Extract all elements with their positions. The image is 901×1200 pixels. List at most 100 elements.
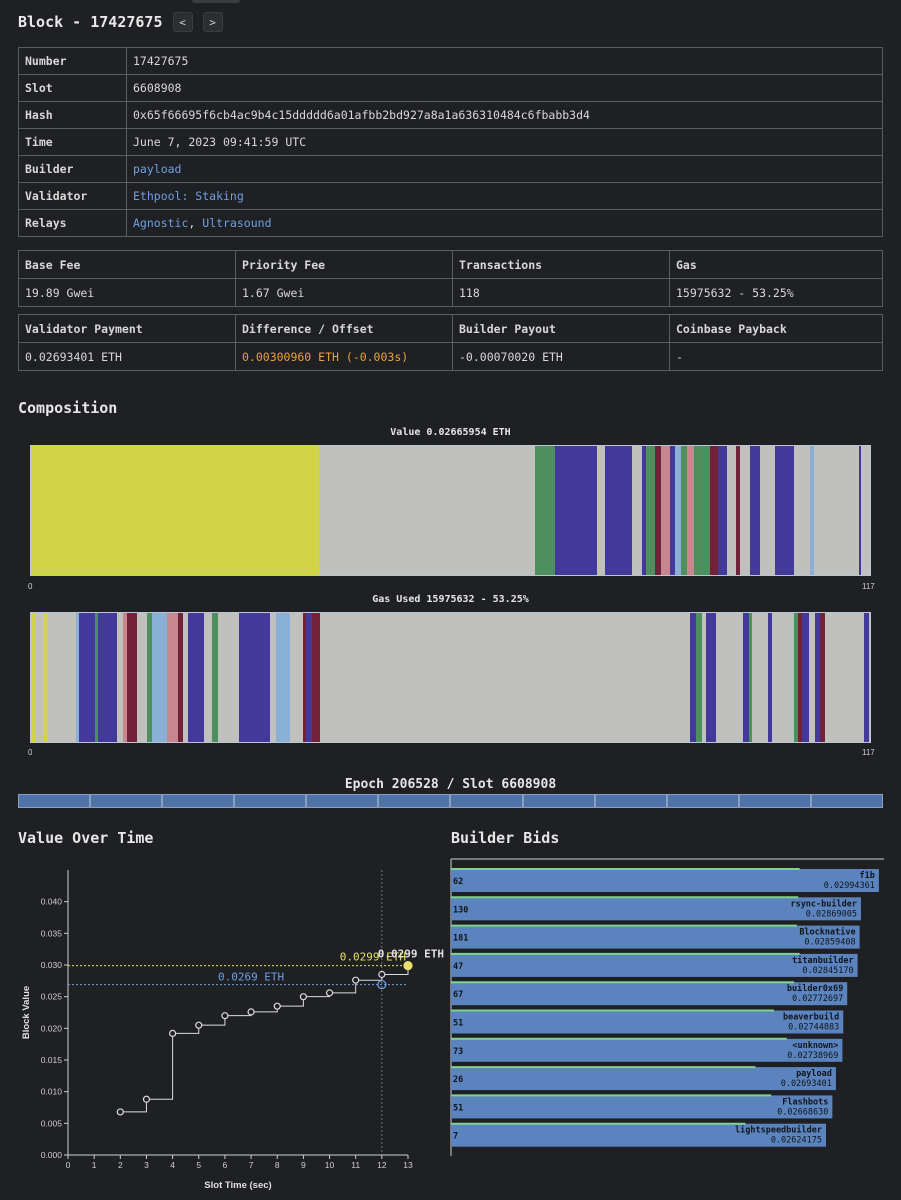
y-tick-label: 0.040 xyxy=(41,897,63,907)
bid-count-label: 130 xyxy=(453,905,468,915)
detail-label: Number xyxy=(18,47,127,75)
gas-axis-end: 117 xyxy=(862,748,875,757)
epoch-slot-segment[interactable] xyxy=(234,794,307,808)
composition-strip xyxy=(655,445,661,576)
composition-strip xyxy=(224,612,239,743)
value-point xyxy=(299,993,307,1001)
epoch-slot-segment[interactable] xyxy=(306,794,379,808)
detail-label: Hash xyxy=(18,101,127,129)
fee-header: Priority Fee xyxy=(235,250,453,279)
epoch-slot-segment[interactable] xyxy=(738,794,811,808)
composition-strip xyxy=(740,445,750,576)
composition-strip xyxy=(632,445,642,576)
composition-strip xyxy=(320,612,690,743)
bid-builder-name: <unknown> xyxy=(792,1041,838,1051)
epoch-slot-segment[interactable] xyxy=(90,794,163,808)
payment-value: 0.02693401 ETH xyxy=(18,342,236,371)
x-tick-label: 2 xyxy=(118,1160,123,1170)
builder-link[interactable]: payload xyxy=(133,162,182,176)
composition-strip xyxy=(95,612,98,743)
composition-strip xyxy=(814,445,859,576)
composition-strip xyxy=(276,612,290,743)
composition-strip xyxy=(306,612,312,743)
validator-link[interactable]: Ethpool: Staking xyxy=(133,189,244,203)
epoch-slot-segment[interactable] xyxy=(378,794,451,808)
composition-strip xyxy=(815,612,820,743)
gas-composition-bar xyxy=(30,612,871,743)
epoch-slot-segment[interactable] xyxy=(594,794,667,808)
value-axis-end: 117 xyxy=(862,582,875,591)
next-block-button[interactable]: > xyxy=(202,12,223,32)
difference-offset-value: 0.00300960 ETH (-0.003s) xyxy=(235,342,453,371)
composition-strip xyxy=(670,445,675,576)
fee-value: 118 xyxy=(452,278,670,307)
bid-builder-name: beaverbuild xyxy=(783,1012,839,1023)
relay-link-ultrasound[interactable]: Ultrasound xyxy=(202,216,272,230)
value-point xyxy=(403,961,413,971)
bid-bar xyxy=(451,1067,836,1091)
composition-strip xyxy=(137,612,147,743)
composition-strip xyxy=(718,445,727,576)
composition-strip xyxy=(270,612,276,743)
bid-bar xyxy=(451,1038,843,1062)
composition-strip xyxy=(319,445,535,576)
top-tab-stub xyxy=(192,0,240,3)
bid-builder-name: Blocknative xyxy=(799,927,855,938)
bid-value-label: 0.02744883 xyxy=(788,1023,839,1033)
epoch-slot-segment[interactable] xyxy=(450,794,523,808)
epoch-slot-segment[interactable] xyxy=(666,794,739,808)
bid-count-label: 51 xyxy=(453,1103,463,1113)
detail-row-slot: Slot 6608908 xyxy=(18,74,883,102)
value-point xyxy=(169,1029,177,1037)
epoch-slot-segment[interactable] xyxy=(162,794,235,808)
detail-label: Slot xyxy=(18,74,127,102)
bid-value-label: 0.02994361 xyxy=(824,881,875,891)
composition-strip xyxy=(597,445,605,576)
bid-count-label: 73 xyxy=(453,1047,463,1057)
bid-builder-name: titanbuilder xyxy=(792,955,853,966)
composition-strip xyxy=(736,445,740,576)
prev-block-button[interactable]: < xyxy=(172,12,193,32)
value-point xyxy=(273,1002,281,1010)
x-tick-label: 9 xyxy=(301,1160,306,1170)
bid-count-label: 181 xyxy=(453,934,468,944)
composition-strip xyxy=(188,612,204,743)
relay-separator: , xyxy=(188,216,196,230)
max-value-label-overlay: 0.0299 ETH xyxy=(378,948,444,961)
epoch-slot-segment[interactable] xyxy=(18,794,91,808)
payment-header: Validator Payment xyxy=(18,314,236,343)
epoch-slot-segment[interactable] xyxy=(810,794,883,808)
bid-value-label: 0.02859408 xyxy=(804,938,855,948)
composition-strip xyxy=(127,612,137,743)
x-tick-label: 0 xyxy=(66,1160,71,1170)
composition-strip xyxy=(760,445,775,576)
detail-row-builder: Builder payload xyxy=(18,155,883,183)
composition-strip xyxy=(43,612,48,743)
detail-row-hash: Hash 0x65f66695f6cb4ac9b4c15ddddd6a01afbb… xyxy=(18,101,883,129)
composition-border xyxy=(30,612,871,743)
composition-strip xyxy=(864,612,869,743)
y-tick-label: 0.025 xyxy=(41,992,63,1002)
composition-strip xyxy=(687,445,694,576)
bid-bar xyxy=(451,982,848,1006)
composition-strip xyxy=(178,612,183,743)
composition-strip xyxy=(690,612,696,743)
relay-link-agnostic[interactable]: Agnostic xyxy=(133,216,189,230)
value-point xyxy=(352,976,360,984)
payload-point xyxy=(377,979,387,990)
payload-value-label: 0.0269 ETH xyxy=(218,971,284,984)
x-tick-label: 12 xyxy=(377,1160,387,1170)
composition-strip xyxy=(820,612,825,743)
composition-strip xyxy=(716,612,743,743)
bid-count-label: 67 xyxy=(453,990,463,1000)
value-point xyxy=(116,1108,124,1116)
composition-strip xyxy=(768,612,772,743)
bid-count-label: 51 xyxy=(453,1019,463,1029)
composition-strip xyxy=(710,445,718,576)
composition-strip xyxy=(535,445,555,576)
epoch-slot-segment[interactable] xyxy=(522,794,595,808)
composition-strip xyxy=(98,612,117,743)
epoch-title: Epoch 206528 / Slot 6608908 xyxy=(344,777,557,792)
fee-value: 15975632 - 53.25% xyxy=(669,278,883,307)
